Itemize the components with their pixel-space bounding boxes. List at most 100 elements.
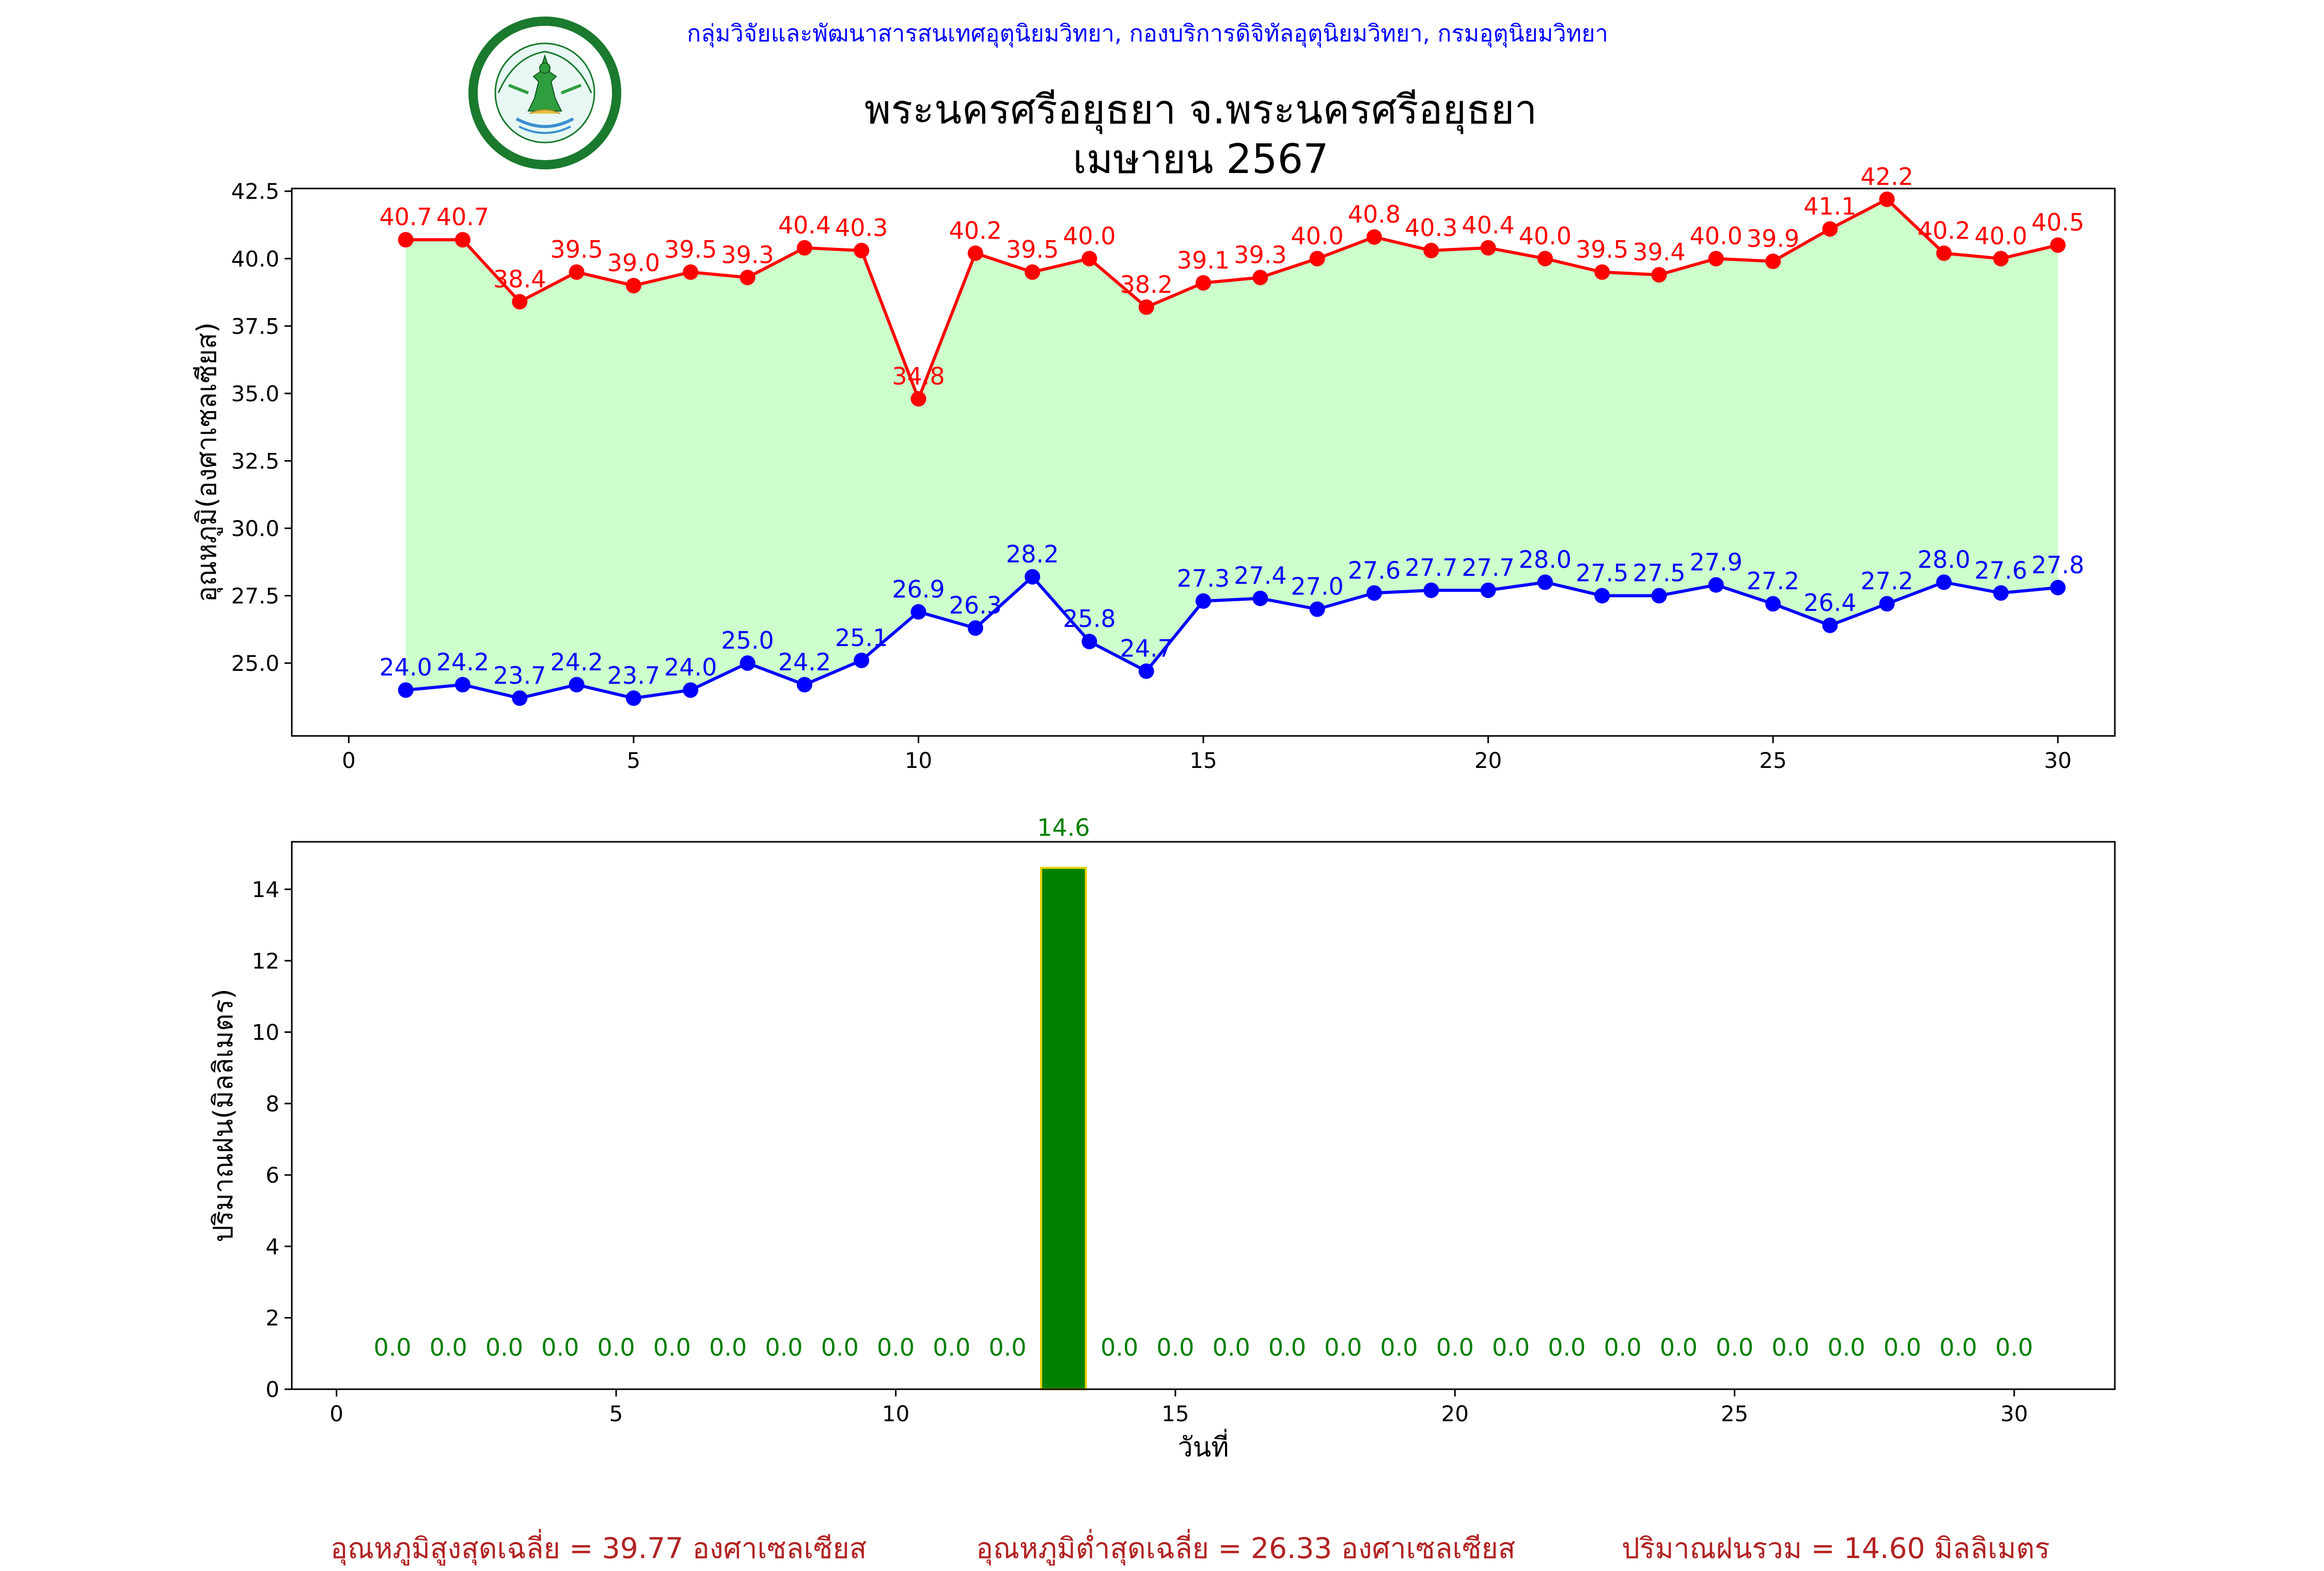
min-temperature-labels: 24.0 24.2 23.7 24.2 23.7 24.025.024.225.126.9… (379, 540, 2084, 689)
max-temperature-label-day-2: 40.7 (436, 203, 489, 231)
rainfall-chart: 0.0 0.0 0.0 0.0 0.0 0.0 0.0 0.0 0.0 0.0 0.0 0.0 14.6… (208, 813, 2116, 1463)
max-temperature-label-day-23: 39.4 (1632, 238, 1685, 266)
temperature-chart: 40.7 40.738.439.5 39.0 39.5 39.340.4 40.334.8… (192, 163, 2116, 773)
rainfall-label-day-6: 0.0 (653, 1333, 691, 1361)
rainfall-y-tick-label-8: 8 (265, 1091, 279, 1117)
temperature-x-tick-label-0: 0 (342, 748, 356, 773)
rainfall-x-tick-label-0: 0 (329, 1401, 343, 1426)
average-max-temperature: อุณหภูมิสูงสุดเฉลี่ย = 39.77 องศาเซลเซีย… (331, 1532, 867, 1565)
temperature-y-tick-label-25: 25.0 (231, 651, 279, 676)
max-temperature-point-day-19 (1423, 243, 1439, 259)
min-temperature-points (398, 569, 2066, 706)
rainfall-y-tick-label-14: 14 (252, 877, 279, 902)
rainfall-label-day-10: 0.0 (877, 1333, 915, 1361)
min-temperature-point-day-1 (398, 682, 414, 698)
temperature-y-tick-label-32.5: 32.5 (231, 448, 279, 474)
min-temperature-point-day-4 (569, 677, 585, 693)
rainfall-label-day-14: 0.0 (1101, 1333, 1138, 1361)
temperature-x-tick-label-10: 10 (905, 748, 932, 773)
max-temperature-label-day-19: 40.3 (1405, 214, 1457, 242)
max-temperature-point-day-30 (2050, 237, 2066, 253)
agency-header: กลุ่มวิจัยและพัฒนาสารสนเทศอุตุนิยมวิทยา,… (687, 20, 1608, 47)
rainfall-label-day-3: 0.0 (485, 1333, 523, 1361)
max-temperature-label-day-5: 39.0 (607, 249, 660, 277)
max-temperature-label-day-9: 40.3 (835, 214, 888, 242)
rainfall-label-day-1: 0.0 (373, 1333, 411, 1361)
rainfall-x-tick-label-20: 20 (1441, 1401, 1469, 1426)
temperature-y-tick-label-37.5: 37.5 (231, 313, 279, 339)
rainfall-bar-day-13 (1040, 867, 1087, 1390)
min-temperature-point-day-19 (1423, 583, 1439, 599)
max-temperature-label-day-8: 40.4 (778, 211, 831, 239)
min-temperature-label-day-11: 26.3 (949, 591, 1002, 619)
meteorological-department-logo (468, 17, 621, 169)
rainfall-x-tick-label-15: 15 (1161, 1401, 1189, 1426)
min-temperature-label-day-17: 27.0 (1291, 573, 1343, 601)
rainfall-x-tick-label-10: 10 (882, 1401, 909, 1426)
min-temperature-label-day-12: 28.2 (1006, 540, 1059, 568)
min-temperature-label-day-25: 27.2 (1747, 567, 1799, 595)
min-temperature-label-day-20: 27.7 (1462, 554, 1514, 582)
rainfall-y-tick-label-10: 10 (252, 1020, 279, 1045)
min-temperature-point-day-18 (1366, 585, 1382, 601)
max-temperature-label-day-20: 40.4 (1462, 211, 1514, 239)
rainfall-y-axis-label: ปริมาณฝน(มิลลิเมตร) (208, 988, 239, 1242)
max-temperature-point-day-10 (910, 391, 927, 407)
max-temperature-label-day-4: 39.5 (550, 235, 603, 263)
min-temperature-line (405, 574, 2058, 700)
rainfall-label-day-18: 0.0 (1324, 1333, 1362, 1361)
rainfall-label-day-8: 0.0 (765, 1333, 803, 1361)
min-temperature-label-day-9: 25.1 (835, 624, 888, 652)
min-temperature-label-day-19: 27.7 (1405, 554, 1457, 582)
min-temperature-point-day-27 (1879, 596, 1895, 612)
min-temperature-label-day-24: 27.9 (1690, 548, 1742, 576)
max-temperature-point-day-15 (1196, 275, 1211, 291)
max-temperature-point-day-20 (1480, 240, 1496, 256)
max-temperature-label-day-25: 39.9 (1747, 225, 1799, 253)
min-temperature-point-day-25 (1765, 596, 1781, 612)
min-temperature-point-day-15 (1196, 593, 1211, 609)
max-temperature-line (405, 197, 2059, 403)
max-temperature-label-day-6: 39.5 (664, 235, 717, 263)
rainfall-label-day-20: 0.0 (1436, 1333, 1474, 1361)
rainfall-label-day-17: 0.0 (1268, 1333, 1306, 1361)
temperature-y-tick-label-30: 30.0 (231, 516, 279, 541)
max-temperature-point-day-11 (967, 245, 983, 261)
max-temperature-labels: 40.7 40.738.439.5 39.0 39.5 39.340.4 40.334.8… (379, 163, 2084, 390)
min-temperature-label-day-23: 27.5 (1632, 559, 1685, 587)
max-temperature-point-day-28 (1936, 245, 1952, 261)
rainfall-labels: 0.0 0.0 0.0 0.0 0.0 0.0 0.0 0.0 0.0 0.0 0.0 0.0 14.6… (373, 813, 2033, 1361)
rainfall-label-day-15: 0.0 (1156, 1333, 1194, 1361)
min-temperature-label-day-2: 24.2 (436, 648, 489, 676)
rainfall-x-tick-label-5: 5 (609, 1401, 623, 1426)
rainfall-bars (1040, 867, 1087, 1390)
max-temperature-point-day-22 (1594, 264, 1610, 280)
max-temperature-point-day-23 (1651, 267, 1667, 283)
min-temperature-point-day-29 (1993, 585, 2009, 601)
rainfall-label-day-29: 0.0 (1939, 1333, 1977, 1361)
max-temperature-point-day-18 (1366, 229, 1382, 245)
max-temperature-label-day-14: 38.2 (1120, 271, 1172, 299)
max-temperature-label-day-22: 39.5 (1576, 235, 1628, 263)
min-temperature-point-day-16 (1252, 590, 1268, 606)
rainfall-label-day-26: 0.0 (1771, 1333, 1809, 1361)
rainfall-label-day-16: 0.0 (1213, 1333, 1250, 1361)
rainfall-y-tick-label-0: 0 (265, 1377, 279, 1402)
min-temperature-point-day-21 (1537, 574, 1553, 590)
max-temperature-label-day-26: 41.1 (1803, 192, 1856, 220)
min-temperature-label-day-4: 24.2 (550, 648, 603, 676)
min-temperature-point-day-14 (1138, 663, 1154, 679)
min-temperature-label-day-14: 24.7 (1120, 635, 1172, 663)
temperature-range-fill (405, 199, 2058, 698)
rainfall-y-tick-label-4: 4 (265, 1234, 279, 1259)
temperature-x-tick-label-20: 20 (1474, 748, 1502, 773)
min-temperature-point-day-13 (1081, 634, 1097, 650)
max-temperature-point-day-3 (512, 294, 528, 310)
temperature-y-tick-label-40: 40.0 (231, 246, 279, 272)
min-temperature-point-day-22 (1594, 588, 1610, 604)
title-month: เมษายน 2567 (1073, 136, 1329, 183)
rainfall-label-day-12: 0.0 (988, 1333, 1026, 1361)
title-station: พระนครศรีอยุธยา จ.พระนครศรีอยุธยา (864, 87, 1537, 133)
rainfall-label-day-28: 0.0 (1883, 1333, 1921, 1361)
